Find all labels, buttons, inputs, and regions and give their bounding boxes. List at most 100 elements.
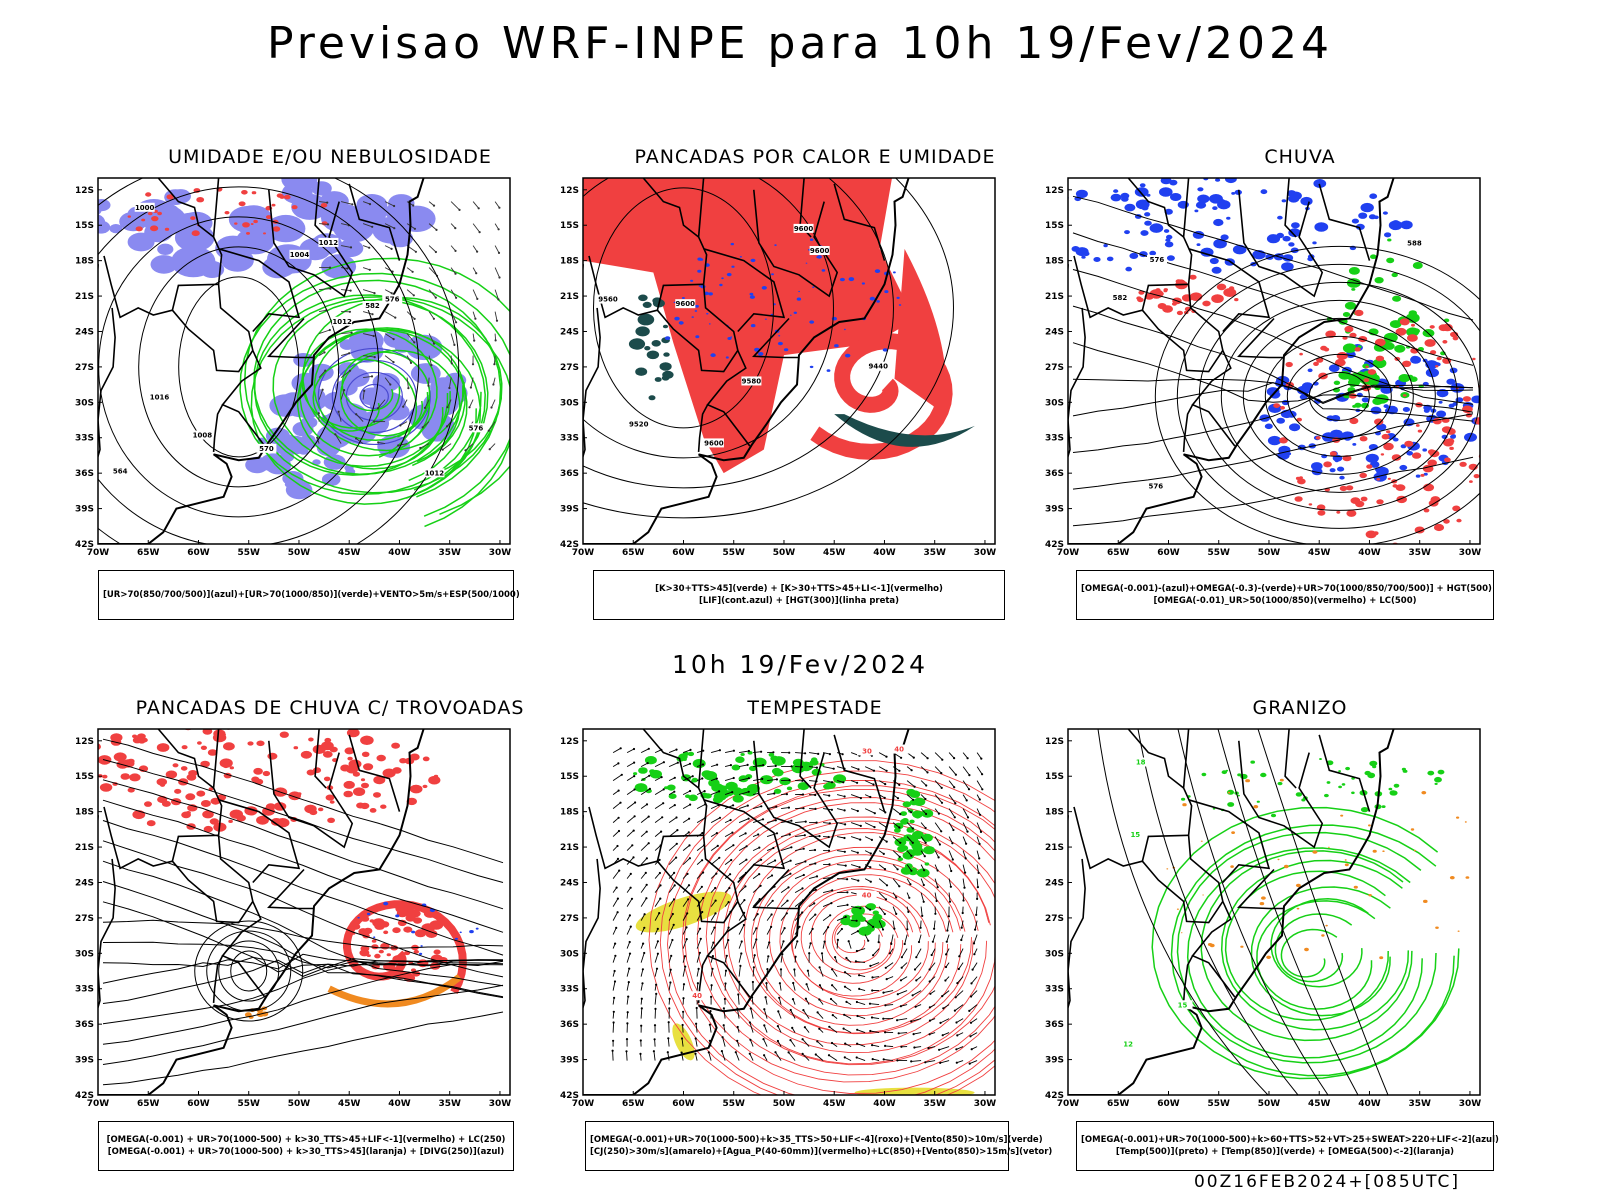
wind-vector-head bbox=[856, 930, 859, 933]
wind-vector-head bbox=[348, 310, 351, 313]
wind-vector bbox=[844, 971, 852, 977]
omega-blue bbox=[1166, 255, 1175, 261]
wind-vector bbox=[836, 808, 845, 811]
wind-vector-head bbox=[633, 761, 636, 764]
omega-red bbox=[1223, 288, 1237, 297]
streamline bbox=[102, 1011, 504, 1086]
lat-label: 39S bbox=[560, 505, 579, 515]
omega-red bbox=[1412, 452, 1422, 459]
wind-vector-head bbox=[660, 776, 663, 779]
wind850-green bbox=[633, 772, 638, 776]
wind-vector bbox=[710, 845, 719, 851]
wind850-green bbox=[666, 784, 676, 791]
wind-vector-head bbox=[430, 364, 433, 367]
wind-vector-head bbox=[458, 208, 461, 211]
wind-vector bbox=[962, 808, 969, 818]
temp850-contour bbox=[1220, 859, 1410, 1031]
wind-vector-head bbox=[832, 767, 835, 770]
panel-title: PANCADAS POR CALOR E UMIDADE bbox=[634, 146, 996, 168]
wind-vector bbox=[929, 962, 936, 970]
wind-vector bbox=[781, 807, 789, 810]
wind-vector bbox=[752, 913, 758, 921]
streamline bbox=[102, 919, 504, 949]
wind-vector-head bbox=[707, 1051, 710, 1054]
wind-vector-head bbox=[715, 777, 718, 780]
omega-blue bbox=[1415, 474, 1421, 478]
thunder-orange bbox=[327, 974, 462, 1008]
omega-blue bbox=[1300, 196, 1313, 206]
omega-blue bbox=[1288, 228, 1301, 238]
thunder-red bbox=[376, 754, 386, 762]
wind-vector bbox=[696, 911, 703, 921]
omega-red bbox=[1294, 496, 1303, 502]
wind-vector bbox=[472, 311, 476, 319]
omega-blue bbox=[1194, 209, 1199, 213]
legend-granizo: [OMEGA(-0.001)+UR>70(1000-500)+k>60+TTS>… bbox=[1076, 1121, 1499, 1171]
lat-label: 42S bbox=[560, 540, 579, 550]
wind-vector-head bbox=[774, 1051, 777, 1054]
wind-vector bbox=[836, 916, 846, 922]
wind-vector-head bbox=[419, 446, 422, 450]
thunder-red bbox=[256, 815, 269, 825]
wind-vector bbox=[946, 934, 950, 942]
thickness-contour bbox=[224, 211, 230, 215]
wind-vector bbox=[766, 900, 774, 907]
wind-vector bbox=[976, 850, 980, 859]
wind-vector bbox=[920, 836, 927, 844]
wind-vector bbox=[878, 878, 888, 886]
wind-vector-head bbox=[798, 925, 801, 928]
thickness-contour bbox=[190, 216, 196, 220]
wind-vector-head bbox=[899, 813, 902, 816]
lif-contour bbox=[739, 256, 742, 258]
wind-vector bbox=[470, 377, 474, 388]
wind-vector bbox=[696, 968, 700, 977]
wind-vector-head bbox=[350, 331, 353, 334]
omega-red bbox=[1375, 355, 1385, 362]
lif-contour bbox=[884, 290, 889, 294]
omega-blue bbox=[1423, 472, 1428, 476]
omega-blue bbox=[1313, 179, 1327, 188]
contour-label-bg bbox=[1118, 1039, 1139, 1049]
wind-vector-head bbox=[639, 1052, 642, 1055]
wind-vector bbox=[654, 816, 663, 823]
border-line bbox=[697, 404, 709, 452]
wind-vector-head bbox=[820, 952, 824, 955]
wind-vector-head bbox=[888, 952, 891, 955]
panel-title: UMIDADE E/OU NEBULOSIDADE bbox=[168, 146, 492, 168]
contour-label-bg bbox=[868, 361, 889, 371]
wind-vector-head bbox=[729, 873, 732, 876]
wind-vector-head bbox=[494, 339, 497, 342]
lat-label: 18S bbox=[560, 257, 579, 267]
thickness-contour bbox=[151, 216, 159, 222]
omega-blue bbox=[1402, 407, 1410, 412]
wind-vector-head bbox=[884, 966, 887, 969]
contour-label: 9580 bbox=[742, 377, 762, 385]
contour-label-bg bbox=[424, 468, 445, 478]
wind-vector-head bbox=[970, 1048, 973, 1051]
omega500-orange bbox=[1344, 863, 1349, 867]
thunder-red bbox=[383, 930, 389, 935]
wind-vector-head bbox=[869, 852, 872, 855]
streamline bbox=[102, 881, 504, 999]
streamline bbox=[102, 738, 504, 864]
lif-contour bbox=[861, 282, 865, 285]
instability-teal bbox=[638, 294, 648, 302]
divergence-blue bbox=[411, 930, 416, 934]
wind-vector-head bbox=[625, 1038, 629, 1041]
wind-vector-head bbox=[938, 1048, 941, 1051]
contour-label-bg bbox=[332, 316, 353, 326]
precip-water-contour bbox=[755, 854, 966, 1026]
wind-vector-head bbox=[910, 811, 913, 814]
wind-vector bbox=[794, 874, 804, 880]
wind-vector-head bbox=[890, 942, 893, 945]
omega500-orange bbox=[1296, 907, 1300, 910]
wind-vector-head bbox=[872, 783, 875, 786]
wind-vector-head bbox=[954, 802, 957, 805]
wind-vector bbox=[808, 875, 818, 880]
wind850-green bbox=[840, 917, 852, 926]
wind-vector-head bbox=[475, 272, 478, 275]
wind-vector-head bbox=[843, 836, 846, 840]
wind-vector-head bbox=[731, 831, 734, 834]
lat-label: 30S bbox=[560, 949, 579, 959]
wind-vector bbox=[920, 892, 925, 902]
